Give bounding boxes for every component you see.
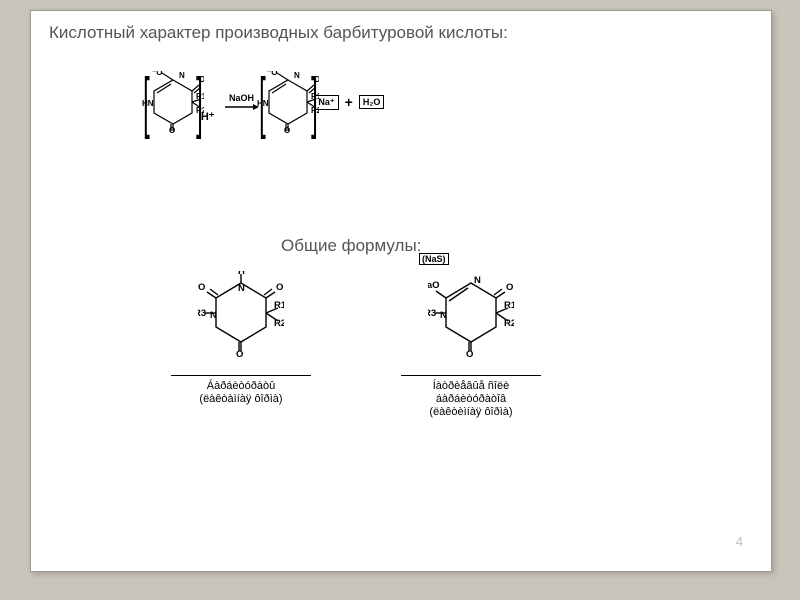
svg-text:O: O: [466, 349, 473, 357]
arrow-icon: [225, 103, 259, 111]
arrow-top-label: NaOH: [229, 93, 254, 103]
reactant-bracket-group: [ ⁻O N O: [151, 71, 195, 133]
nas-label: (NaS): [419, 253, 449, 265]
svg-text:N: N: [179, 71, 185, 80]
svg-text:R1: R1: [504, 300, 514, 311]
general-formulas-row: H N O O N R3 R1 R2 O Áàðáèòóðàòû (ëàêòàì…: [171, 271, 541, 420]
svg-text:O: O: [506, 282, 513, 293]
divider-line: [401, 375, 541, 376]
svg-text:O: O: [276, 282, 283, 293]
svg-text:R3: R3: [198, 308, 206, 319]
reaction-arrow: NaOH: [225, 93, 259, 111]
svg-text:N: N: [210, 310, 217, 321]
left-caption: Áàðáèòóðàòû (ëàêòàìíàÿ ôîðìà): [199, 380, 282, 406]
svg-text:O: O: [198, 282, 205, 293]
barbiturate-lactim-column: (NaS): [401, 271, 541, 420]
svg-text:NaO: NaO: [428, 280, 440, 291]
svg-text:N: N: [440, 310, 447, 321]
svg-text:R2: R2: [274, 318, 284, 329]
svg-text:⁻O: ⁻O: [267, 71, 277, 77]
svg-text:N: N: [474, 275, 481, 286]
slide-title: Кислотный характер производных барбитуро…: [49, 23, 508, 43]
svg-text:R3: R3: [428, 308, 436, 319]
svg-text:HN: HN: [257, 99, 269, 108]
barbiturate-lactim-structure: NaO N O N R3 R1 R2 O: [428, 271, 514, 357]
svg-text:HN: HN: [142, 99, 154, 108]
plus-sign: +: [345, 94, 353, 110]
svg-text:N: N: [238, 283, 245, 294]
water-box: H₂O: [359, 95, 385, 109]
barbiturate-lactam-structure: H N O O N R3 R1 R2 O: [198, 271, 284, 357]
svg-text:R1: R1: [274, 300, 284, 311]
right-bracket-icon: ]: [312, 75, 319, 129]
svg-text:O: O: [169, 126, 175, 133]
barbiturate-lactam-column: H N O O N R3 R1 R2 O Áàðáèòóðàòû (ëàêòàì…: [171, 271, 311, 406]
svg-text:⁻O: ⁻O: [152, 71, 162, 77]
right-bracket-icon: ]: [196, 75, 203, 129]
svg-text:R2: R2: [504, 318, 514, 329]
slide: Кислотный характер производных барбитуро…: [30, 10, 772, 572]
right-caption: Íàòðèåâûå ñîëè áàðáèòóðàòîâ (ëàêòèìíàÿ ô…: [429, 380, 512, 420]
svg-text:H: H: [238, 271, 245, 277]
divider-line: [171, 375, 311, 376]
svg-text:O: O: [236, 349, 243, 357]
svg-text:N: N: [294, 71, 300, 80]
reaction-equation: [ ⁻O N O: [151, 71, 384, 133]
svg-text:O: O: [284, 126, 290, 133]
product-bracket-group: [ ⁻O N O HN R1 R2: [267, 71, 311, 133]
page-number: 4: [736, 534, 743, 549]
subtitle: Общие формулы:: [281, 236, 421, 256]
reactant-structure: ⁻O N O HN R1 R2 O: [142, 71, 204, 133]
